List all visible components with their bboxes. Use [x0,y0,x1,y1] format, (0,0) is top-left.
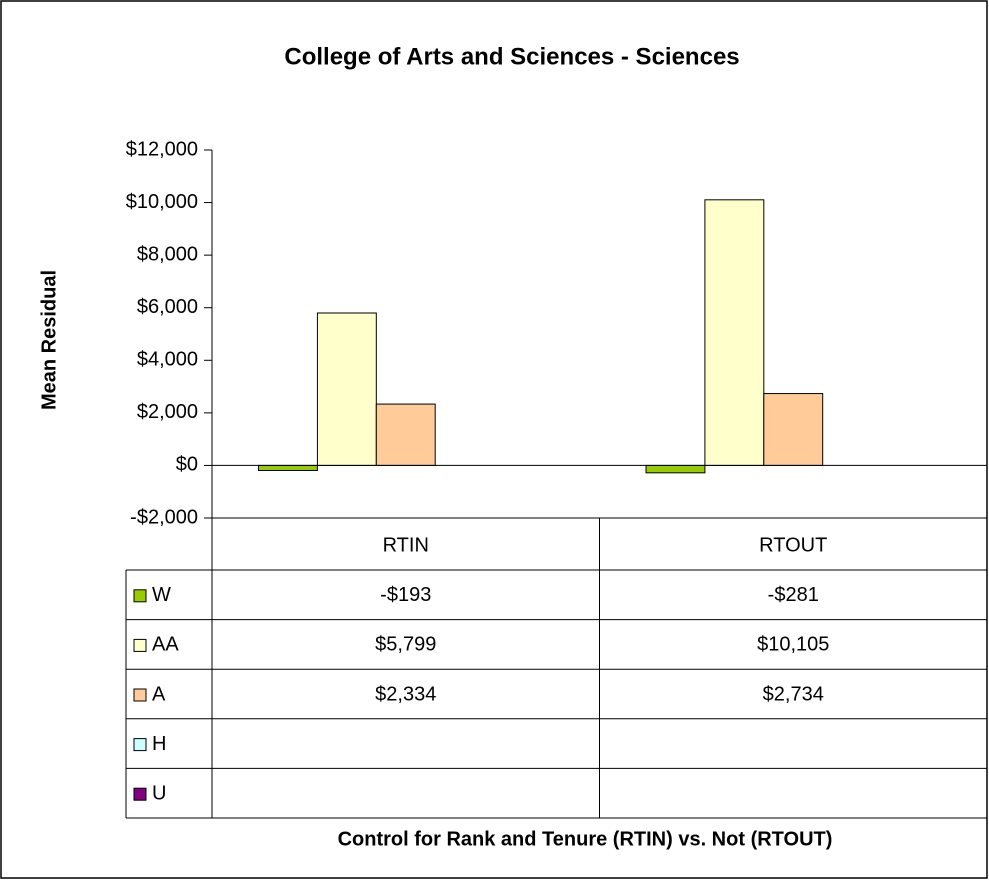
legend-label: AA [152,634,179,656]
legend-label: U [152,782,166,804]
bar [763,393,824,466]
data-label: $2,734 [763,683,824,705]
legend-key [133,738,147,752]
legend-key [133,787,147,801]
bar [258,464,318,472]
x-axis-label: Control for Rank and Tenure (RTIN) vs. N… [338,828,833,850]
y-tick-label: $0 [176,454,198,476]
data-label: -$193 [380,584,431,606]
bar [375,403,436,466]
bar [316,312,377,466]
y-tick-label: $12,000 [126,138,198,160]
y-tick-label: -$2,000 [130,506,198,528]
data-label: -$281 [768,584,819,606]
x-tick-label: RTIN [383,534,429,556]
y-tick-label: $10,000 [126,191,198,213]
y-tick-label: $2,000 [137,401,198,423]
legend-label: A [152,683,166,705]
y-axis-label: Mean Residual [38,270,60,410]
bar [645,464,706,474]
legend-label: W [152,584,171,606]
data-label: $5,799 [375,634,436,656]
legend-key [133,688,147,702]
data-label: $10,105 [757,634,829,656]
y-tick-label: $8,000 [137,243,198,265]
data-label: $2,334 [375,683,436,705]
chart-title: College of Arts and Sciences - Sciences [284,43,739,70]
legend-key [133,589,147,603]
bar [704,199,765,466]
y-tick-label: $6,000 [137,296,198,318]
legend-label: H [152,733,166,755]
x-tick-label: RTOUT [759,534,827,556]
y-tick-label: $4,000 [137,349,198,371]
legend-key [133,638,147,652]
